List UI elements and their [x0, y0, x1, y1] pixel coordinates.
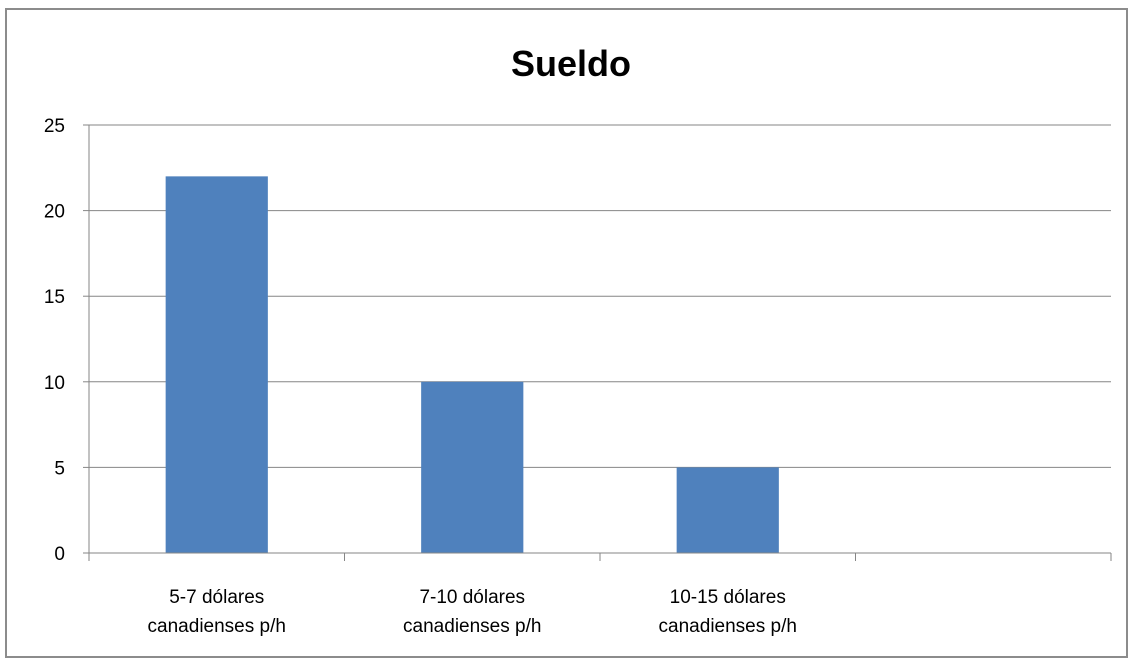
bar	[165, 176, 268, 554]
x-category-label: 10-15 dólares	[670, 587, 786, 608]
chart-title: Sueldo	[511, 43, 631, 84]
y-tick-label: 20	[44, 202, 65, 223]
x-category-label: canadienses p/h	[659, 616, 797, 637]
y-tick-labels: 0 5 10 15 20 25	[44, 116, 65, 565]
y-tick-label: 5	[54, 458, 65, 479]
bars	[165, 176, 779, 554]
y-tick-label: 15	[44, 287, 65, 308]
bar	[676, 467, 779, 553]
axes	[83, 124, 1112, 561]
x-category-label: canadienses p/h	[403, 616, 541, 637]
bar	[421, 381, 524, 553]
x-category-labels: 5-7 dólares canadienses p/h 7-10 dólares ca…	[148, 587, 797, 637]
x-category-label: 5-7 dólares	[169, 587, 264, 608]
y-tick-label: 10	[44, 373, 65, 394]
x-category-label: canadienses p/h	[148, 616, 286, 637]
y-tick-label: 0	[54, 544, 65, 565]
y-tick-label: 25	[44, 116, 65, 137]
x-category-label: 7-10 dólares	[419, 587, 525, 608]
